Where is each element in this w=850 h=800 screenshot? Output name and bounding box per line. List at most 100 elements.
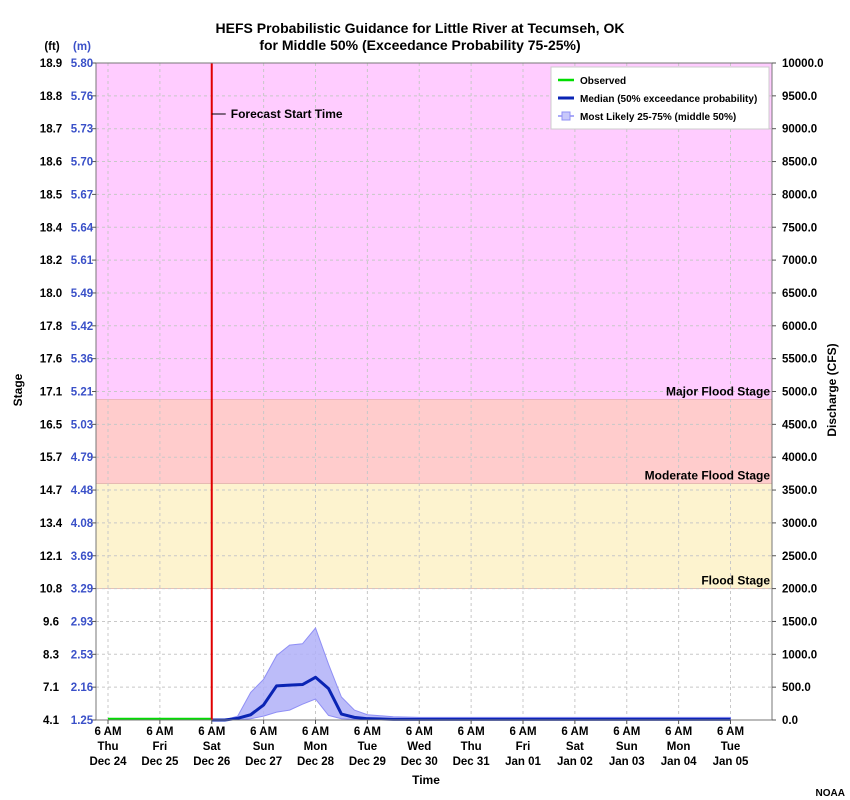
- flood-zone-label-1: Moderate Flood Stage: [645, 468, 771, 482]
- discharge-tick-0: 0.0: [782, 715, 798, 727]
- x-tick-label-5-2: Dec 29: [349, 756, 386, 768]
- stage-m-tick-18: 5.73: [71, 124, 93, 136]
- discharge-tick-12: 6000.0: [782, 321, 817, 333]
- x-tick-label-1-1: Fri: [153, 741, 168, 753]
- x-tick-label-3-0: 6 AM: [250, 726, 277, 738]
- discharge-tick-10: 5000.0: [782, 387, 817, 399]
- x-tick-label-9-0: 6 AM: [561, 726, 588, 738]
- stage-m-tick-17: 5.70: [71, 157, 93, 169]
- discharge-tick-4: 2000.0: [782, 584, 817, 596]
- x-tick-label-10-2: Jan 03: [609, 756, 645, 768]
- stage-m-tick-14: 5.61: [71, 255, 94, 267]
- legend-band-swatch: [561, 111, 571, 121]
- x-tick-label-0-2: Dec 24: [89, 756, 127, 768]
- stage-ft-tick-12: 17.8: [40, 321, 63, 333]
- stage-m-tick-11: 5.36: [71, 354, 93, 366]
- flood-zone-label-0: Flood Stage: [701, 574, 770, 588]
- stage-ft-tick-8: 15.7: [40, 452, 62, 464]
- x-tick-label-12-1: Tue: [721, 741, 741, 753]
- stage-m-tick-2: 2.53: [71, 649, 93, 661]
- stage-m-tick-3: 2.93: [71, 616, 93, 628]
- stage-ft-tick-11: 17.6: [40, 354, 62, 366]
- x-tick-label-12-0: 6 AM: [717, 726, 744, 738]
- discharge-tick-9: 4500.0: [782, 419, 817, 431]
- legend-observed-label: Observed: [580, 76, 626, 87]
- stage-ft-tick-19: 18.8: [40, 91, 63, 103]
- x-tick-label-7-1: Thu: [461, 741, 482, 753]
- x-tick-label-11-2: Jan 04: [661, 756, 697, 768]
- discharge-tick-3: 1500.0: [782, 616, 817, 628]
- x-tick-label-0-1: Thu: [97, 741, 118, 753]
- x-tick-label-9-1: Sat: [566, 741, 584, 753]
- discharge-tick-1: 500.0: [782, 682, 811, 694]
- x-tick-label-2-0: 6 AM: [198, 726, 225, 738]
- stage-m-tick-1: 2.16: [71, 682, 93, 694]
- stage-ft-tick-15: 18.4: [40, 222, 63, 234]
- discharge-tick-17: 8500.0: [782, 157, 817, 169]
- y-axis-left-label: Stage: [11, 373, 25, 406]
- x-tick-label-8-2: Jan 01: [505, 756, 541, 768]
- x-tick-label-10-1: Sun: [616, 741, 638, 753]
- line-layer: [108, 675, 731, 722]
- stage-m-tick-12: 5.42: [71, 321, 93, 333]
- discharge-tick-5: 2500.0: [782, 551, 817, 563]
- stage-m-tick-9: 5.03: [71, 419, 93, 431]
- stage-m-tick-7: 4.48: [71, 485, 94, 497]
- stage-ft-tick-17: 18.6: [40, 157, 62, 169]
- stage-ft-tick-16: 18.5: [40, 189, 63, 201]
- x-tick-label-2-2: Dec 26: [193, 756, 230, 768]
- stage-ft-tick-6: 13.4: [40, 518, 63, 530]
- x-tick-label-4-1: Mon: [304, 741, 328, 753]
- x-tick-label-6-1: Wed: [407, 741, 431, 753]
- unit-ft-label: (ft): [44, 41, 59, 53]
- x-tick-label-12-2: Jan 05: [713, 756, 749, 768]
- stage-ft-tick-5: 12.1: [40, 551, 63, 563]
- stage-m-tick-8: 4.79: [71, 452, 93, 464]
- x-tick-label-1-0: 6 AM: [146, 726, 173, 738]
- discharge-tick-13: 6500.0: [782, 288, 817, 300]
- stage-m-tick-5: 3.69: [71, 551, 93, 563]
- stage-m-tick-15: 5.64: [71, 222, 94, 234]
- stage-ft-tick-9: 16.5: [40, 419, 63, 431]
- discharge-tick-14: 7000.0: [782, 255, 817, 267]
- flood-zone-label-2: Major Flood Stage: [666, 384, 770, 398]
- stage-ft-tick-1: 7.1: [43, 682, 60, 694]
- discharge-tick-6: 3000.0: [782, 518, 817, 530]
- noaa-credit: NOAA: [816, 788, 845, 799]
- x-tick-label-8-1: Fri: [516, 741, 531, 753]
- stage-ft-tick-20: 18.9: [40, 58, 62, 70]
- stage-m-tick-6: 4.08: [71, 518, 94, 530]
- discharge-tick-15: 7500.0: [782, 222, 817, 234]
- stage-ft-tick-2: 8.3: [43, 649, 59, 661]
- stage-m-tick-13: 5.49: [71, 288, 93, 300]
- x-tick-label-6-2: Dec 30: [401, 756, 438, 768]
- y-axis-ticks: 4.1 1.25 0.0 7.1 2.16 500.0 8.3 2.53 1000.0 9.6 2.…: [40, 58, 824, 727]
- stage-m-tick-19: 5.76: [71, 91, 93, 103]
- stage-m-tick-10: 5.21: [71, 387, 94, 399]
- stage-ft-tick-3: 9.6: [43, 616, 59, 628]
- stage-m-tick-20: 5.80: [71, 58, 93, 70]
- x-axis-label: Time: [412, 773, 440, 787]
- legend: Observed Median (50% exceedance probabil…: [550, 66, 770, 130]
- x-tick-label-1-2: Dec 25: [141, 756, 179, 768]
- flood-zone-0: [96, 483, 772, 589]
- chart-title-line1: HEFS Probabilistic Guidance for Little R…: [216, 20, 625, 36]
- stage-m-tick-4: 3.29: [71, 584, 93, 596]
- discharge-tick-8: 4000.0: [782, 452, 817, 464]
- x-tick-label-3-1: Sun: [253, 741, 275, 753]
- zone-labels: Flood Stage Moderate Flood Stage Major Flo…: [645, 384, 771, 587]
- x-tick-label-11-0: 6 AM: [665, 726, 692, 738]
- x-tick-label-2-1: Sat: [203, 741, 221, 753]
- stage-ft-tick-4: 10.8: [40, 584, 63, 596]
- forecast-start-label: Forecast Start Time: [231, 107, 343, 121]
- x-tick-label-9-2: Jan 02: [557, 756, 593, 768]
- x-tick-label-5-0: 6 AM: [354, 726, 381, 738]
- x-tick-label-3-2: Dec 27: [245, 756, 282, 768]
- unit-m-label: (m): [73, 41, 91, 53]
- discharge-tick-2: 1000.0: [782, 649, 817, 661]
- stage-ft-tick-10: 17.1: [40, 387, 63, 399]
- x-tick-label-5-1: Tue: [358, 741, 378, 753]
- grid-lines: [96, 62, 772, 721]
- x-axis-ticks: 6 AM Thu Dec 24 6 AM Fri Dec 25 6 AM Sat Dec 26 6…: [89, 720, 749, 768]
- stage-ft-tick-18: 18.7: [40, 124, 62, 136]
